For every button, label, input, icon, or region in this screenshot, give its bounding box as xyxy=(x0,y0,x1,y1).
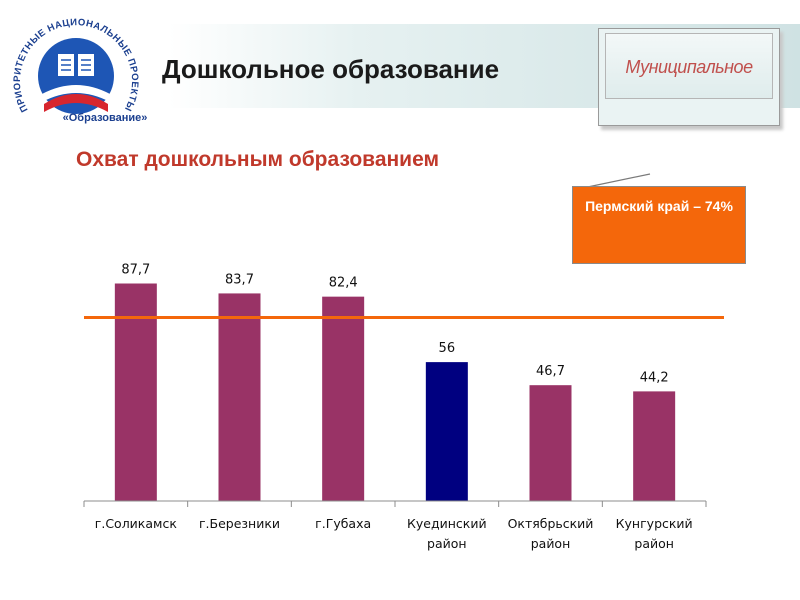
bar xyxy=(425,362,468,501)
bar xyxy=(322,296,365,501)
category-label: Кунгурский район xyxy=(616,516,693,551)
chart-title: Охват дошкольным образованием xyxy=(76,148,440,171)
national-projects-logo-icon: ПРИОРИТЕТНЫЕ НАЦИОНАЛЬНЫЕ ПРОЕКТЫ xyxy=(12,17,140,120)
data-label: 87,7 xyxy=(121,263,150,278)
category-label: г.Губаха xyxy=(315,516,371,531)
category-label: г.Соликамск xyxy=(95,516,178,531)
category-label: Куединский район xyxy=(407,516,487,551)
level-badge: Муниципальное xyxy=(598,28,780,126)
bar xyxy=(633,391,676,501)
category-label: г.Березники xyxy=(199,516,280,531)
logo-caption: «Образование» xyxy=(62,112,148,124)
bar xyxy=(529,385,572,501)
data-label: 44,2 xyxy=(640,370,669,385)
data-label: 83,7 xyxy=(225,272,254,287)
data-label: 46,7 xyxy=(536,364,565,379)
category-label: Октябрьский район xyxy=(508,516,594,551)
data-label: 82,4 xyxy=(329,276,358,291)
level-badge-inner xyxy=(605,33,773,99)
perm-region-callout: Пермский край – 74% xyxy=(572,186,746,264)
bar xyxy=(218,293,261,501)
bar xyxy=(114,283,157,501)
data-label: 56 xyxy=(439,341,456,356)
chart-layer: 87,7 83,7 82,4 56 46,7 44,2 г.Соликамск г.Берез… xyxy=(83,173,724,551)
level-label: Муниципальное xyxy=(625,57,753,77)
page-title: Дошкольное образование xyxy=(162,54,500,84)
